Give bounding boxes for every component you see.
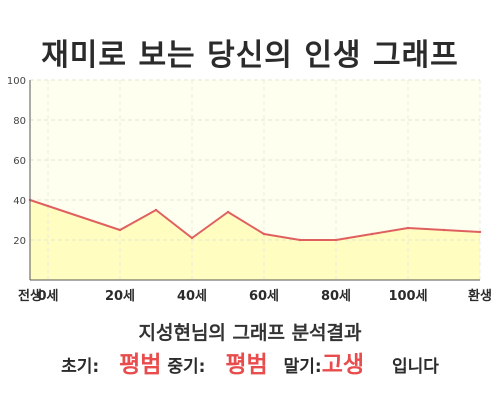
data-point [334, 238, 338, 242]
y-tick-label: 40 [13, 196, 26, 207]
data-point [478, 230, 482, 234]
early-label: 초기: [61, 357, 100, 377]
early-value: 평범 [119, 352, 162, 378]
x-tick-label: 100세 [388, 289, 427, 304]
late-value: 고생 [321, 352, 365, 378]
data-point [298, 238, 302, 242]
x-tick-label: 40세 [177, 289, 207, 304]
x-tick-label: 60세 [249, 289, 279, 304]
x-tick-label: 0세 [37, 289, 58, 304]
result-summary: 초기: 평범 중기: 평범 말기:고생 입니다 [0, 345, 500, 379]
x-tick-label: 환생 [468, 288, 492, 304]
data-point [406, 226, 410, 230]
data-point [118, 228, 122, 232]
data-point [442, 228, 446, 232]
x-tick-label: 20세 [105, 289, 135, 304]
middle-value: 평범 [225, 352, 268, 378]
data-point [370, 232, 374, 236]
data-point [154, 208, 158, 212]
y-tick-label: 100 [7, 76, 26, 87]
data-point [262, 232, 266, 236]
data-point [190, 236, 194, 240]
late-label: 말기: [283, 357, 322, 377]
x-tick-label: 80세 [321, 289, 351, 304]
middle-label: 중기: [167, 357, 206, 377]
data-point [46, 204, 50, 208]
y-tick-label: 20 [13, 236, 26, 247]
y-tick-label: 60 [13, 156, 26, 167]
x-tick-label: 전생 [18, 288, 42, 304]
page-title: 재미로 보는 당신의 인생 그래프 [41, 38, 459, 73]
suffix-text: 입니다 [391, 357, 439, 377]
data-point [226, 210, 230, 214]
y-tick-label: 80 [13, 116, 26, 127]
result-title: 지성현님의 그래프 분석결과 [138, 322, 362, 344]
